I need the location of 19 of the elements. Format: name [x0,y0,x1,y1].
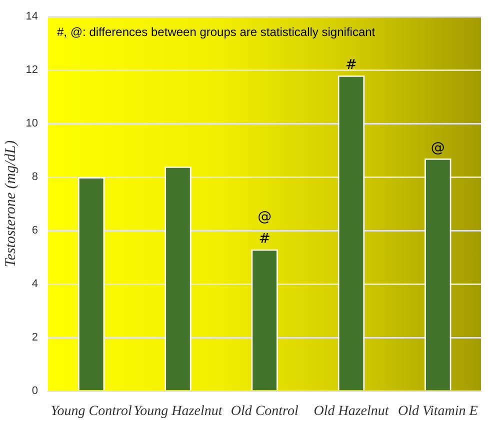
annotation: @ [258,208,272,225]
y-axis-title: Testosterone (mg/dL) [2,140,19,268]
x-tick-label: Young Hazelnut [134,404,224,420]
x-tick-label: Old Vitamin E [398,404,478,420]
y-tick-label: 14 [26,10,38,23]
annotation: #, @: differences between groups are statistically significant [57,24,376,39]
x-tick-label: Old Hazelnut [314,404,390,420]
y-tick-label: 10 [26,118,38,130]
y-tick-label: 12 [26,64,38,76]
annotation: # [258,230,270,247]
x-tick-label: Young Control [50,404,132,420]
y-tick-label: 6 [32,224,38,237]
x-tick-label: Old Control [230,404,298,420]
annotation: # [345,57,358,74]
y-tick-label: 4 [32,278,38,290]
y-tick-label: 0 [32,385,38,398]
y-tick-label: 2 [32,332,38,344]
y-tick-label: 8 [32,171,38,184]
annotation: @ [430,140,445,156]
